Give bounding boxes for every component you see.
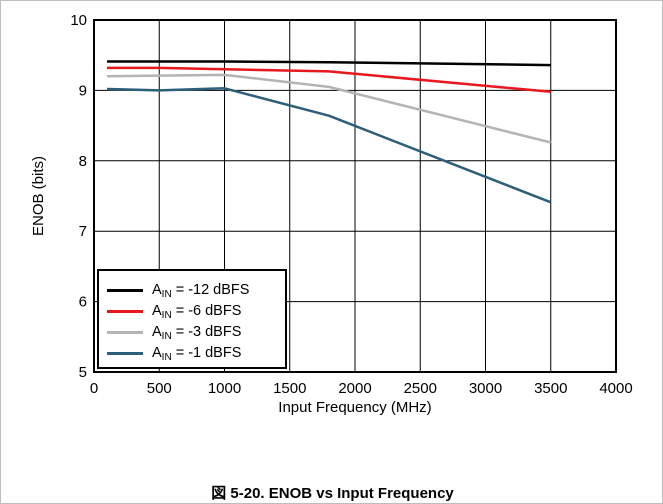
series-line-2 bbox=[106, 73, 552, 144]
legend-label: AIN = -3 dBFS bbox=[152, 323, 242, 342]
y-tick-label: 10 bbox=[70, 12, 87, 29]
legend-item-3: AIN = -1 dBFS bbox=[99, 343, 285, 364]
legend-swatch bbox=[107, 352, 143, 355]
series-line-3 bbox=[106, 87, 552, 204]
x-axis-label: Input Frequency (MHz) bbox=[278, 399, 431, 416]
y-axis-label: ENOB (bits) bbox=[30, 156, 47, 236]
y-tick-label: 7 bbox=[79, 223, 87, 240]
series-line-0 bbox=[107, 60, 551, 67]
figure-caption: 図 5-20. ENOB vs Input Frequency bbox=[211, 485, 454, 502]
x-tick-label: 1500 bbox=[273, 380, 306, 397]
y-tick-label: 9 bbox=[79, 82, 87, 99]
legend-label: AIN = -1 dBFS bbox=[152, 344, 242, 363]
y-tick-label: 5 bbox=[79, 364, 87, 381]
y-tick-label: 8 bbox=[79, 153, 87, 170]
x-tick-label: 2000 bbox=[338, 380, 371, 397]
legend-item-2: AIN = -3 dBFS bbox=[99, 322, 285, 343]
legend-swatch bbox=[107, 331, 143, 334]
x-tick-label: 1000 bbox=[208, 380, 241, 397]
x-tick-label: 0 bbox=[90, 380, 98, 397]
x-tick-labels: 0 500 1000 1500 2000 2500 3000 3500 4000 bbox=[90, 380, 633, 397]
legend-label: AIN = -6 dBFS bbox=[152, 302, 242, 321]
series-line-1 bbox=[107, 66, 551, 94]
legend-swatch bbox=[107, 310, 143, 313]
y-tick-labels: 5 6 7 8 9 10 bbox=[70, 12, 87, 381]
legend-item-1: AIN = -6 dBFS bbox=[99, 301, 285, 322]
x-tick-label: 3500 bbox=[534, 380, 567, 397]
x-tick-label: 2500 bbox=[404, 380, 437, 397]
chart: 0 500 1000 1500 2000 2500 3000 3500 4000 5 6 7 8 9 10… bbox=[30, 12, 633, 416]
x-tick-label: 500 bbox=[147, 380, 172, 397]
plot-border bbox=[93, 19, 617, 373]
legend: AIN = -12 dBFS AIN = -6 dBFS AIN = -3 dBFS… bbox=[97, 269, 287, 369]
legend-swatch bbox=[107, 289, 143, 292]
series-lines bbox=[106, 60, 552, 204]
legend-item-0: AIN = -12 dBFS bbox=[99, 280, 285, 301]
y-tick-label: 6 bbox=[79, 294, 87, 311]
legend-label: AIN = -12 dBFS bbox=[152, 281, 250, 300]
x-tick-label: 3000 bbox=[469, 380, 502, 397]
x-tick-label: 4000 bbox=[599, 380, 632, 397]
